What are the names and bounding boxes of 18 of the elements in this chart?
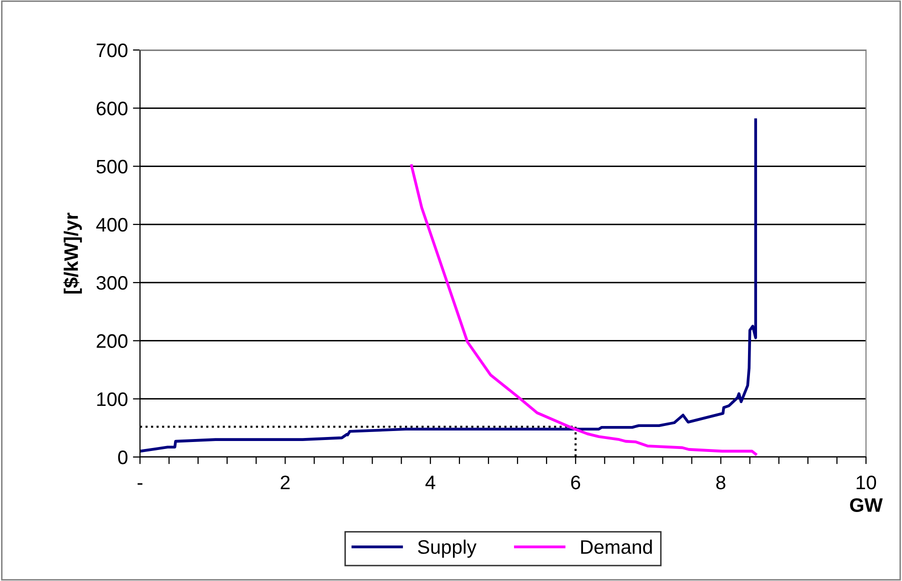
legend-label: Supply (418, 540, 476, 558)
y-tick-label: 700 (96, 43, 128, 58)
y-tick-label: 200 (96, 334, 128, 348)
x-tick-label: 6 (571, 476, 580, 490)
x-tick-label: 2 (280, 476, 290, 490)
legend-label: Demand (581, 540, 652, 554)
x-axis-title: GW (850, 498, 883, 512)
x-tick-label: 10 (856, 476, 876, 490)
x-tick-label: 4 (425, 476, 436, 490)
y-tick-label: 0 (118, 450, 128, 464)
y-tick-label: 400 (96, 218, 128, 232)
x-tick-label: 8 (716, 476, 726, 490)
y-tick-label: 500 (96, 160, 128, 174)
y-tick-label: 600 (96, 102, 128, 116)
y-tick-label: 100 (97, 392, 128, 406)
x-tick-label: - (138, 483, 142, 485)
y-axis-title: [$/kW]/yr (63, 212, 82, 294)
y-tick-label: 300 (96, 276, 128, 290)
